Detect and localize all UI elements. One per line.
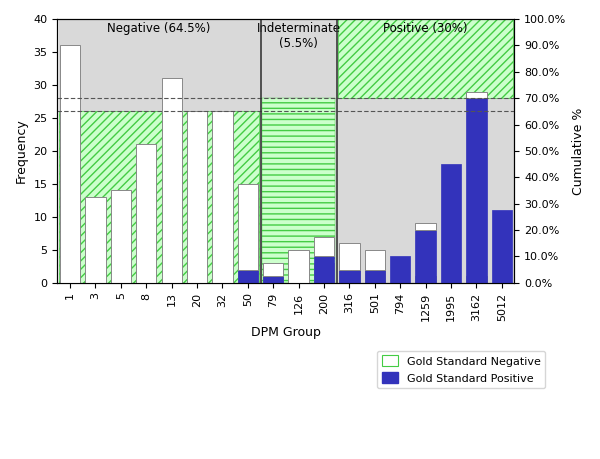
Bar — [339, 243, 359, 269]
Bar — [365, 269, 385, 283]
Text: Indeterminate
(5.5%): Indeterminate (5.5%) — [257, 22, 341, 50]
X-axis label: DPM Group: DPM Group — [251, 326, 321, 339]
Bar — [111, 190, 131, 283]
Bar — [212, 112, 233, 283]
Bar — [441, 164, 461, 283]
Bar — [263, 263, 283, 276]
Bar — [314, 257, 334, 283]
Bar — [85, 197, 106, 283]
Text: Negative (64.5%): Negative (64.5%) — [107, 22, 211, 35]
Bar — [415, 230, 436, 283]
Bar — [339, 257, 359, 283]
Text: Positive (30%): Positive (30%) — [383, 22, 468, 35]
Bar — [338, 19, 513, 283]
Bar — [466, 98, 487, 283]
Y-axis label: Cumulative %: Cumulative % — [572, 107, 585, 195]
Bar — [466, 91, 487, 98]
Bar — [390, 257, 410, 283]
Bar — [365, 263, 385, 283]
Bar — [491, 210, 512, 283]
Bar — [161, 78, 182, 283]
Bar — [136, 144, 157, 283]
Legend: Gold Standard Negative, Gold Standard Positive: Gold Standard Negative, Gold Standard Po… — [377, 351, 545, 388]
Bar — [238, 197, 258, 283]
Bar — [466, 276, 487, 283]
Bar — [365, 250, 385, 269]
Bar — [339, 269, 359, 283]
Bar — [59, 19, 259, 283]
Bar — [415, 224, 436, 230]
Bar — [262, 19, 335, 283]
Bar — [289, 250, 309, 283]
Bar — [238, 269, 258, 283]
Bar — [263, 276, 283, 283]
Bar — [415, 276, 436, 283]
Bar — [60, 45, 80, 283]
Bar — [263, 269, 283, 283]
Bar — [314, 236, 334, 257]
Y-axis label: Frequency: Frequency — [15, 118, 28, 183]
Bar — [238, 184, 258, 269]
Bar — [314, 263, 334, 283]
Bar — [187, 112, 207, 283]
